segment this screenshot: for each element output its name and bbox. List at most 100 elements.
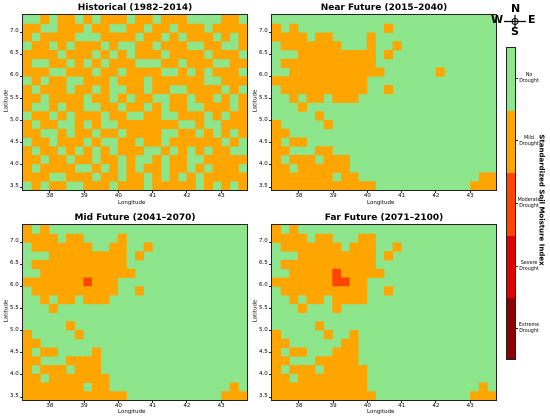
heatmap-cell [31,50,41,60]
heatmap-cell [40,111,50,121]
y-tick-label: 3.5 [259,393,268,400]
heatmap-cell [66,233,76,243]
heatmap-cell [152,128,162,138]
heatmap-cell [280,260,290,270]
heatmap-cell [178,155,188,165]
heatmap-cell [83,251,93,261]
heatmap-cell [83,15,93,25]
y-tick-label: 6.5 [10,260,19,267]
heatmap-cell [340,260,350,270]
heatmap-cell [297,260,307,270]
heatmap-cell [74,286,84,296]
x-tick-label: 42 [183,403,191,409]
heatmap-cell [323,155,333,165]
heatmap-cell [48,251,58,261]
heatmap-cell [366,32,376,42]
heatmap-cell [315,321,325,331]
heatmap-cell [186,181,196,190]
heatmap-cell [306,67,316,77]
y-axis-label: Latitude [3,299,10,323]
heatmap-cell [135,172,145,182]
heatmap-cell [31,181,41,190]
heatmap-cell [358,76,368,86]
heatmap-cell [40,85,50,95]
y-tick-mark [20,120,22,122]
heatmap-cell [272,32,282,42]
heatmap-cell [306,155,316,165]
heatmap-cell [91,286,101,296]
heatmap-cell [48,102,58,112]
heatmap-cell [83,146,93,156]
heatmap-cell [289,233,299,243]
heatmap-cell [280,76,290,86]
x-tick-mark [298,401,300,403]
y-tick-label: 5.5 [10,94,19,101]
heatmap-cell [332,382,342,392]
colorbar-moderate [507,173,515,236]
heatmap [23,15,247,190]
colorbar-tick [516,203,518,204]
heatmap-cell [66,321,76,331]
y-tick-mark [269,352,271,354]
heatmap-cell [74,251,84,261]
heatmap-cell [297,67,307,77]
heatmap-cell [349,251,359,261]
heatmap-cell [91,23,101,33]
heatmap-cell [31,76,41,86]
heatmap-cell [487,172,496,182]
x-tick-mark [83,401,85,403]
x-tick-mark [220,191,222,193]
heatmap-cell [358,67,368,77]
heatmap-cell [203,172,213,182]
heatmap-cell [23,373,33,383]
heatmap-cell [238,41,247,51]
y-tick-mark [20,285,22,287]
colorbar-tick [516,328,518,329]
heatmap-cell [238,155,247,165]
heatmap-cell [91,373,101,383]
heatmap-cell [48,242,58,252]
heatmap-cell [323,242,333,252]
heatmap-cell [126,32,136,42]
heatmap-cell [100,85,110,95]
heatmap-cell [40,15,50,25]
heatmap-cell [100,155,110,165]
heatmap-cell [117,251,127,261]
heatmap-cell [340,93,350,103]
heatmap-cell [366,181,376,190]
heatmap-cell [160,146,170,156]
heatmap-cell [83,50,93,60]
y-tick-label: 5.5 [259,304,268,311]
heatmap-cell [315,93,325,103]
heatmap-cell [117,146,127,156]
heatmap-cell [178,15,188,25]
heatmap-cell [229,391,239,400]
heatmap-cell [91,251,101,261]
heatmap-cell [332,286,342,296]
heatmap-cell [66,102,76,112]
heatmap-cell [57,251,67,261]
colorbar-mild [507,110,515,174]
heatmap-cell [40,163,50,173]
heatmap-cell [315,67,325,77]
heatmap-cell [306,41,316,51]
heatmap-cell [212,41,222,51]
heatmap-cell [366,260,376,270]
heatmap-cell [349,260,359,270]
heatmap-cell [332,347,342,357]
heatmap-cell [203,32,213,42]
heatmap-cell [315,172,325,182]
heatmap-cell [470,181,480,190]
x-tick-mark [469,401,471,403]
heatmap-cell [91,58,101,68]
heatmap-cell [74,102,84,112]
heatmap-cell [366,50,376,60]
heatmap-cell [272,277,282,287]
heatmap-cell [48,382,58,392]
x-tick-label: 42 [432,403,440,409]
heatmap-cell [384,50,394,60]
y-tick-mark [20,98,22,100]
y-tick-mark [269,53,271,55]
heatmap-cell [289,277,299,287]
heatmap-cell [57,23,67,33]
